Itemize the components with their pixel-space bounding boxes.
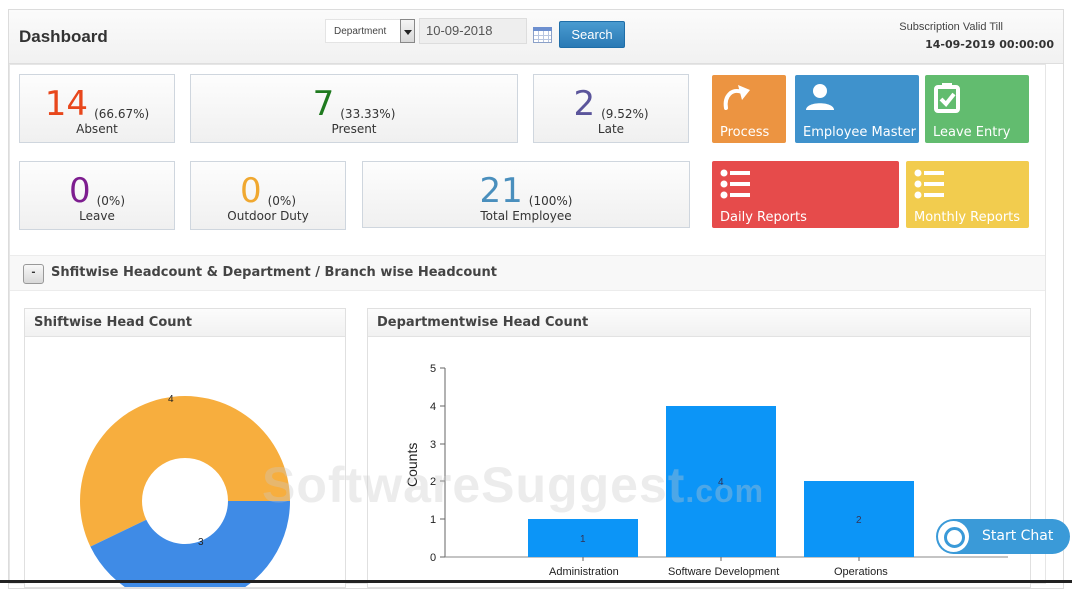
shiftwise-donut-chart: 4 3 xyxy=(80,394,290,591)
tile-label: Employee Master xyxy=(803,125,916,140)
bar-software-development[interactable] xyxy=(666,406,776,557)
stat-percent: (33.33%) xyxy=(340,107,396,121)
tile-monthly-reports[interactable]: Monthly Reports xyxy=(906,161,1029,228)
tile-label: Monthly Reports xyxy=(914,210,1021,225)
search-button[interactable]: Search xyxy=(559,21,625,48)
tile-process[interactable]: Process xyxy=(712,75,786,143)
department-select-value: Department xyxy=(334,26,387,37)
y-axis-ticks: 0 1 2 3 4 5 xyxy=(430,363,445,564)
bar-value: 2 xyxy=(856,515,862,526)
collapse-button[interactable]: - xyxy=(23,264,44,284)
stat-percent: (0%) xyxy=(267,194,297,208)
stat-percent: (100%) xyxy=(528,194,573,208)
bottom-border xyxy=(0,580,1072,583)
bar-operations[interactable] xyxy=(804,481,914,557)
stat-percent: (0%) xyxy=(96,194,126,208)
stat-label: Leave xyxy=(79,209,115,223)
section-title: Shfitwise Headcount & Department / Branc… xyxy=(51,265,497,280)
departmentwise-panel: Departmentwise Head Count 0 1 2 3 4 5 Co… xyxy=(367,308,1031,588)
stat-label: Absent xyxy=(76,122,118,136)
donut-slice-4[interactable] xyxy=(80,396,290,547)
shiftwise-panel: Shiftwise Head Count 4 3 xyxy=(24,308,346,591)
chevron-down-icon[interactable] xyxy=(400,19,415,43)
stat-value: 0 xyxy=(68,171,91,211)
clipboard-check-icon xyxy=(934,83,960,113)
donut-slice-3[interactable] xyxy=(90,501,290,591)
stat-percent: (9.52%) xyxy=(601,107,649,121)
content-area: 14 (66.67%) Absent 7 (33.33%) Present 2 (9.… xyxy=(9,64,1046,591)
stat-value: 2 xyxy=(573,84,596,124)
stat-present[interactable]: 7 (33.33%) Present xyxy=(190,74,518,143)
bar-value: 1 xyxy=(580,534,586,545)
stat-label: Outdoor Duty xyxy=(227,209,309,223)
stat-value: 7 xyxy=(312,84,335,124)
slice-label: 4 xyxy=(168,394,174,405)
subscription-value: 14-09-2019 00:00:00 xyxy=(925,38,1054,51)
top-bar: Dashboard Department 10-09-2018 Search S… xyxy=(9,10,1063,64)
departmentwise-bar-chart: 0 1 2 3 4 5 Counts 1 4 2 Administration xyxy=(404,363,1008,578)
headcount-section-header: - Shfitwise Headcount & Department / Bra… xyxy=(10,255,1045,291)
svg-text:4: 4 xyxy=(430,401,436,413)
stat-value: 0 xyxy=(239,171,262,211)
tile-employee-master[interactable]: Employee Master xyxy=(795,75,919,143)
svg-text:3: 3 xyxy=(430,439,436,451)
stat-label: Present xyxy=(331,122,377,136)
stat-leave[interactable]: 0 (0%) Leave xyxy=(19,161,175,230)
tile-daily-reports[interactable]: Daily Reports xyxy=(712,161,899,228)
bar-administration[interactable] xyxy=(528,519,638,557)
stat-value: 14 xyxy=(44,84,89,124)
tile-label: Daily Reports xyxy=(720,210,807,225)
x-tick-label: Administration xyxy=(549,566,619,578)
date-input[interactable]: 10-09-2018 xyxy=(419,18,527,44)
x-tick-label: Operations xyxy=(834,566,888,578)
department-select[interactable]: Department xyxy=(325,19,415,43)
panel-title: Shiftwise Head Count xyxy=(25,309,345,337)
tile-leave-entry[interactable]: Leave Entry xyxy=(925,75,1029,143)
stat-percent: (66.67%) xyxy=(94,107,150,121)
tile-label: Process xyxy=(720,125,770,140)
svg-text:5: 5 xyxy=(430,363,436,375)
bar-value: 4 xyxy=(718,477,724,488)
x-tick-label: Software Development xyxy=(668,566,779,578)
stat-late[interactable]: 2 (9.52%) Late xyxy=(533,74,689,143)
subscription-label: Subscription Valid Till xyxy=(899,21,1003,33)
y-axis-label: Counts xyxy=(404,443,420,487)
headset-icon xyxy=(938,521,969,552)
svg-text:1: 1 xyxy=(430,514,436,526)
page-title: Dashboard xyxy=(19,27,108,46)
tile-label: Leave Entry xyxy=(933,125,1011,140)
calendar-icon[interactable] xyxy=(533,27,552,43)
start-chat-button[interactable]: Start Chat xyxy=(936,519,1070,554)
stat-label: Total Employee xyxy=(480,209,572,223)
stat-value: 21 xyxy=(479,171,523,211)
stat-absent[interactable]: 14 (66.67%) Absent xyxy=(19,74,175,143)
panel-title: Departmentwise Head Count xyxy=(368,309,1030,337)
stat-total-employee[interactable]: 21 (100%) Total Employee xyxy=(362,161,690,228)
user-icon xyxy=(806,84,834,110)
redo-arrow-icon xyxy=(723,85,750,110)
list-icon xyxy=(914,169,944,199)
list-icon xyxy=(720,169,750,199)
stat-label: Late xyxy=(597,122,625,136)
svg-text:0: 0 xyxy=(430,552,436,564)
stat-outdoor-duty[interactable]: 0 (0%) Outdoor Duty xyxy=(190,161,346,230)
start-chat-label: Start Chat xyxy=(982,528,1054,544)
svg-text:2: 2 xyxy=(430,476,436,488)
slice-label: 3 xyxy=(198,537,204,548)
